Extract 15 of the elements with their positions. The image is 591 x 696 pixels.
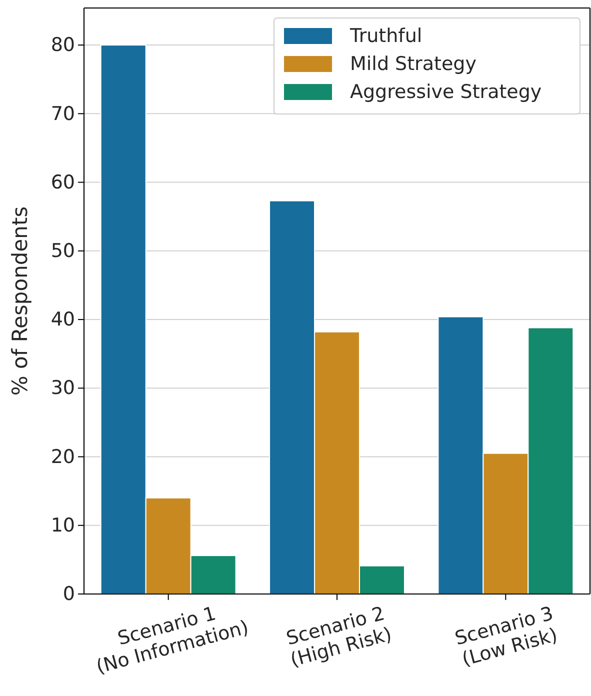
legend-label: Aggressive Strategy (350, 81, 542, 103)
y-tick-label: 50 (50, 240, 75, 262)
y-tick-label: 80 (50, 34, 75, 56)
y-tick-label: 70 (50, 102, 75, 125)
y-tick-label: 10 (50, 514, 75, 536)
legend-label: Mild Strategy (350, 53, 476, 75)
y-tick-label: 20 (50, 446, 75, 468)
legend-label: Truthful (349, 25, 422, 47)
y-tick-label: 60 (50, 171, 75, 194)
y-tick-label: 30 (50, 377, 75, 400)
y-axis-title: % of Respondents (8, 206, 32, 396)
x-tick-label: Scenario 3 (Low Risk) (452, 602, 560, 671)
x-tick-label: Scenario 2 (High Risk) (284, 602, 394, 672)
y-tick-label: 40 (50, 308, 75, 331)
y-tick-label: 0 (62, 583, 75, 606)
